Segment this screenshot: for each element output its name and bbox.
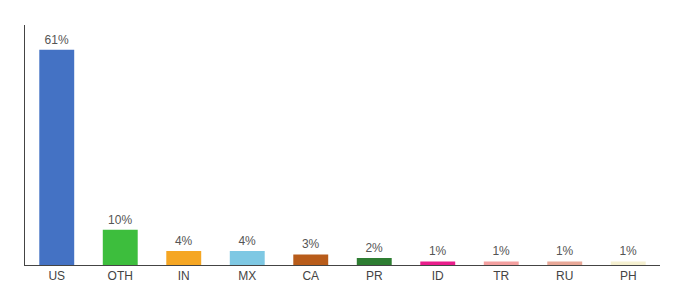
svg-text:RU: RU	[556, 269, 573, 283]
svg-text:MX: MX	[238, 269, 256, 283]
svg-text:IN: IN	[178, 269, 190, 283]
svg-text:4%: 4%	[175, 234, 193, 248]
svg-text:ID: ID	[432, 269, 444, 283]
svg-text:OTH: OTH	[108, 269, 133, 283]
svg-text:2%: 2%	[365, 241, 383, 255]
svg-text:1%: 1%	[429, 244, 447, 258]
svg-text:1%: 1%	[492, 244, 510, 258]
svg-text:61%: 61%	[45, 33, 69, 47]
svg-text:CA: CA	[302, 269, 319, 283]
svg-text:4%: 4%	[238, 234, 256, 248]
svg-text:PH: PH	[620, 269, 637, 283]
svg-text:1%: 1%	[556, 244, 574, 258]
svg-text:10%: 10%	[108, 213, 132, 227]
svg-text:TR: TR	[493, 269, 509, 283]
svg-text:3%: 3%	[302, 237, 320, 251]
svg-text:PR: PR	[366, 269, 383, 283]
svg-text:1%: 1%	[619, 244, 637, 258]
svg-text:US: US	[48, 269, 65, 283]
